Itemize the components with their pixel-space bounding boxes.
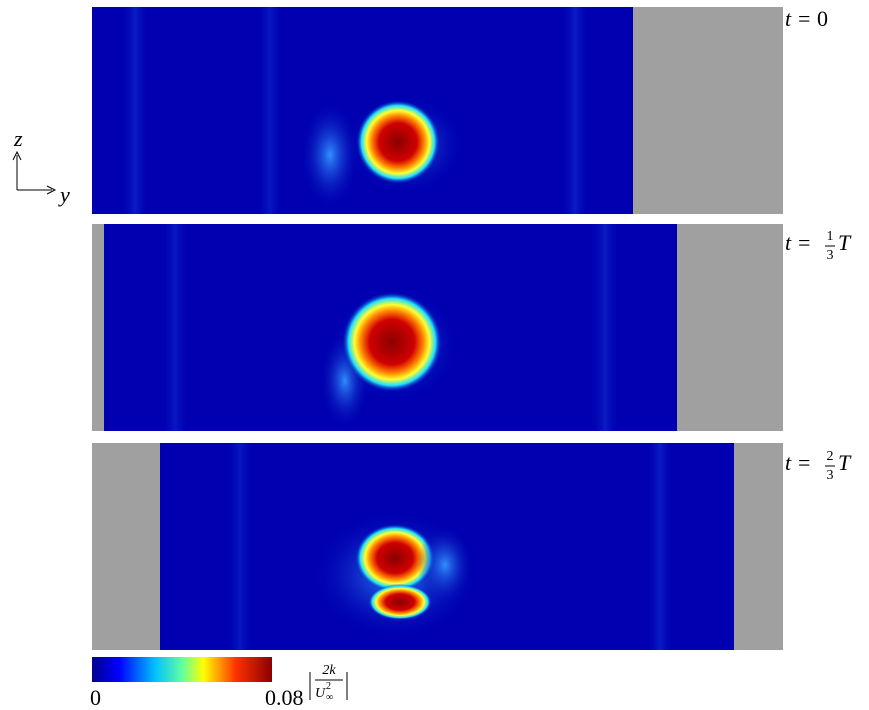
panel-label: t = 0: [785, 6, 828, 31]
denominator-sub: ∞: [326, 692, 333, 703]
vortex: [368, 584, 432, 620]
colorbar-numerator: 2k: [322, 663, 336, 678]
fraction-denominator: 3: [827, 248, 834, 263]
panel: [92, 224, 783, 431]
denominator-base: U: [315, 686, 326, 701]
axis-label: z: [13, 126, 23, 151]
colorbar-max: 0.08: [265, 685, 304, 710]
wall: [734, 443, 783, 650]
label-suffix: T: [838, 230, 852, 255]
vortex: [355, 524, 435, 592]
wall: [92, 443, 160, 650]
streak: [160, 224, 190, 431]
halo: [417, 525, 473, 605]
colorbar: [92, 657, 272, 682]
axes-indicator: z y: [12, 126, 70, 207]
fraction-numerator: 2: [827, 449, 834, 464]
streak: [255, 7, 285, 214]
fraction-denominator: 3: [827, 468, 834, 483]
label-prefix: t =: [785, 450, 811, 475]
denominator-sup: 2: [326, 681, 331, 692]
streak: [120, 7, 150, 214]
colorbar-denominator: U: [315, 686, 326, 701]
fraction-numerator: 1: [827, 229, 834, 244]
label-prefix: t =: [785, 230, 811, 255]
panel-label: t =: [785, 230, 811, 255]
axis-label: y: [58, 182, 70, 207]
label-suffix: T: [838, 450, 852, 475]
panel-label: t =: [785, 450, 811, 475]
arrow-head: [12, 150, 22, 161]
panel: [92, 7, 783, 214]
vortex: [342, 292, 442, 392]
wall: [633, 7, 783, 214]
wall: [677, 224, 783, 431]
wake: [300, 100, 360, 210]
streak: [560, 7, 590, 214]
panel: [92, 443, 783, 650]
streak: [590, 224, 620, 431]
colorbar-min: 0: [90, 685, 101, 710]
vortex: [356, 100, 440, 184]
streak: [645, 443, 675, 650]
wall: [92, 224, 104, 431]
arrow-head: [46, 185, 57, 195]
label-prefix: t =: [785, 6, 817, 31]
label-value: 0: [817, 6, 828, 31]
streak: [225, 443, 255, 650]
